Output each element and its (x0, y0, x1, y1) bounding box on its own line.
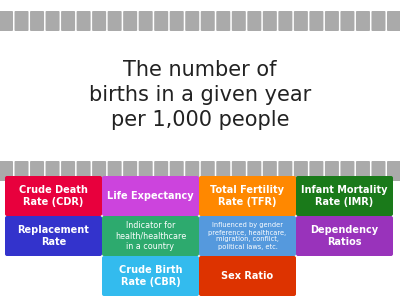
FancyBboxPatch shape (0, 11, 13, 31)
FancyBboxPatch shape (170, 161, 184, 181)
FancyBboxPatch shape (310, 161, 323, 181)
FancyBboxPatch shape (199, 256, 296, 296)
FancyBboxPatch shape (278, 161, 292, 181)
FancyBboxPatch shape (139, 11, 153, 31)
FancyBboxPatch shape (108, 161, 122, 181)
FancyBboxPatch shape (199, 216, 296, 256)
FancyBboxPatch shape (77, 11, 90, 31)
FancyBboxPatch shape (340, 161, 354, 181)
FancyBboxPatch shape (46, 161, 60, 181)
Text: Crude Birth
Rate (CBR): Crude Birth Rate (CBR) (119, 265, 182, 287)
FancyBboxPatch shape (325, 11, 339, 31)
FancyBboxPatch shape (296, 176, 393, 216)
Text: Replacement
Rate: Replacement Rate (18, 225, 90, 247)
FancyBboxPatch shape (30, 11, 44, 31)
FancyBboxPatch shape (387, 161, 400, 181)
FancyBboxPatch shape (372, 11, 386, 31)
FancyBboxPatch shape (170, 11, 184, 31)
FancyBboxPatch shape (387, 11, 400, 31)
FancyBboxPatch shape (30, 161, 44, 181)
FancyBboxPatch shape (77, 161, 90, 181)
FancyBboxPatch shape (325, 161, 339, 181)
FancyBboxPatch shape (263, 161, 277, 181)
FancyBboxPatch shape (216, 161, 230, 181)
FancyBboxPatch shape (232, 11, 246, 31)
FancyBboxPatch shape (278, 11, 292, 31)
FancyBboxPatch shape (296, 216, 393, 256)
FancyBboxPatch shape (5, 176, 102, 216)
FancyBboxPatch shape (263, 11, 277, 31)
FancyBboxPatch shape (356, 161, 370, 181)
Text: Indicator for
health/healthcare
in a country: Indicator for health/healthcare in a cou… (115, 221, 186, 251)
Text: Crude Death
Rate (CDR): Crude Death Rate (CDR) (19, 185, 88, 207)
FancyBboxPatch shape (185, 11, 199, 31)
Text: Influenced by gender
preference, healthcare,
migration, conflict,
political laws: Influenced by gender preference, healthc… (208, 223, 286, 250)
Text: The number of
births in a given year
per 1,000 people: The number of births in a given year per… (89, 60, 311, 130)
FancyBboxPatch shape (247, 11, 261, 31)
Text: Life Expectancy: Life Expectancy (107, 191, 194, 201)
FancyBboxPatch shape (5, 216, 102, 256)
FancyBboxPatch shape (232, 161, 246, 181)
FancyBboxPatch shape (310, 11, 323, 31)
FancyBboxPatch shape (216, 11, 230, 31)
FancyBboxPatch shape (247, 161, 261, 181)
Text: Infant Mortality
Rate (IMR): Infant Mortality Rate (IMR) (301, 185, 388, 207)
FancyBboxPatch shape (14, 161, 28, 181)
FancyBboxPatch shape (154, 161, 168, 181)
FancyBboxPatch shape (294, 161, 308, 181)
FancyBboxPatch shape (92, 11, 106, 31)
FancyBboxPatch shape (61, 161, 75, 181)
FancyBboxPatch shape (356, 11, 370, 31)
FancyBboxPatch shape (294, 11, 308, 31)
FancyBboxPatch shape (123, 11, 137, 31)
FancyBboxPatch shape (201, 161, 215, 181)
FancyBboxPatch shape (102, 256, 199, 296)
FancyBboxPatch shape (123, 161, 137, 181)
FancyBboxPatch shape (92, 161, 106, 181)
FancyBboxPatch shape (46, 11, 60, 31)
FancyBboxPatch shape (199, 176, 296, 216)
FancyBboxPatch shape (102, 176, 199, 216)
FancyBboxPatch shape (372, 161, 386, 181)
FancyBboxPatch shape (185, 161, 199, 181)
FancyBboxPatch shape (139, 161, 153, 181)
FancyBboxPatch shape (0, 161, 13, 181)
FancyBboxPatch shape (201, 11, 215, 31)
FancyBboxPatch shape (102, 216, 199, 256)
FancyBboxPatch shape (61, 11, 75, 31)
Text: Dependency
Ratios: Dependency Ratios (310, 225, 378, 247)
Text: Sex Ratio: Sex Ratio (222, 271, 274, 281)
FancyBboxPatch shape (108, 11, 122, 31)
FancyBboxPatch shape (340, 11, 354, 31)
FancyBboxPatch shape (14, 11, 28, 31)
FancyBboxPatch shape (154, 11, 168, 31)
Text: Total Fertility
Rate (TFR): Total Fertility Rate (TFR) (210, 185, 284, 207)
